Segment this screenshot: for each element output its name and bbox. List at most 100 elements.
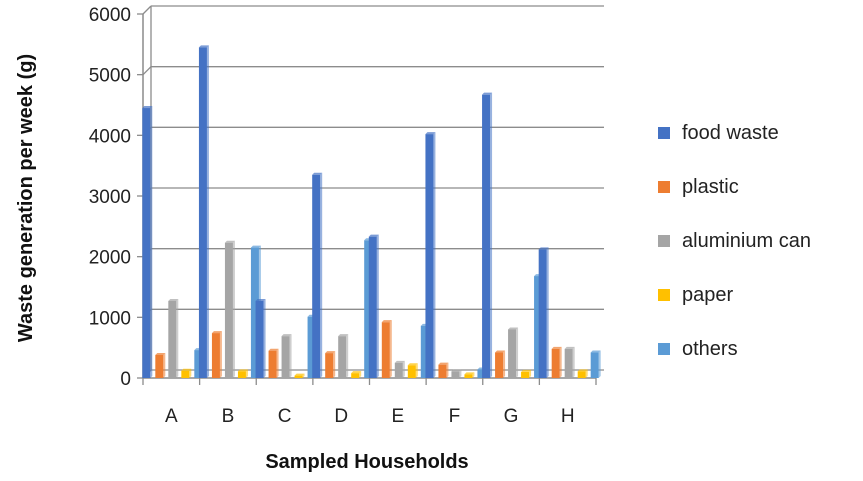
legend-item-paper: paper — [658, 284, 733, 306]
bar-B-plastic — [211, 331, 222, 378]
bar-front — [368, 236, 377, 378]
x-axis-title: Sampled Households — [265, 451, 468, 473]
bar-top — [142, 106, 153, 109]
bar-front — [351, 373, 360, 378]
bar-front — [590, 352, 599, 378]
bar-G-paper — [521, 369, 532, 378]
bar-front — [551, 348, 560, 378]
bar-B-aluminium-can — [224, 240, 235, 378]
bar-top — [508, 327, 519, 330]
bar-side — [150, 106, 153, 379]
x-tick-label-D: D — [334, 406, 348, 427]
bar-front — [464, 374, 473, 378]
bar-G-plastic — [495, 350, 506, 378]
bar-top — [368, 234, 379, 237]
bar-front — [325, 353, 334, 378]
legend-item-plastic: plastic — [658, 176, 739, 198]
bar-side — [459, 369, 462, 378]
bar-H-food-waste — [538, 247, 549, 378]
bar-G-aluminium-can — [508, 327, 519, 378]
bar-front — [307, 316, 316, 378]
bar-top — [268, 348, 279, 351]
bar-H-plastic — [551, 346, 562, 378]
bar-D-paper — [351, 371, 362, 378]
bar-top — [168, 298, 179, 301]
x-tick-label-A: A — [165, 406, 178, 427]
bar-top — [338, 334, 349, 337]
y-tick-label-6000: 6000 — [89, 5, 131, 26]
legend-swatch — [658, 181, 670, 193]
x-tick-label-E: E — [391, 406, 404, 427]
bar-side — [559, 346, 562, 378]
bar-front — [237, 371, 246, 378]
bar-B-paper — [237, 369, 248, 378]
bar-front — [577, 371, 586, 378]
bar-front — [250, 247, 259, 378]
bar-top — [538, 247, 549, 250]
bar-top — [425, 132, 436, 135]
bar-front — [451, 371, 460, 378]
bar-H-paper — [577, 369, 588, 378]
legend-label: aluminium can — [682, 230, 811, 252]
bar-side — [163, 352, 166, 378]
bar-front — [495, 352, 504, 378]
x-tick-label-B: B — [222, 406, 235, 427]
bar-top — [198, 45, 209, 48]
bars — [142, 45, 601, 379]
bar-side — [206, 45, 209, 378]
bar-top — [438, 362, 449, 365]
bar-side — [446, 362, 449, 378]
bar-top — [407, 363, 418, 366]
bar-C-food-waste — [255, 298, 266, 378]
bar-top — [294, 373, 305, 376]
bar-top — [281, 334, 292, 337]
bar-front — [224, 242, 233, 378]
bar-top — [312, 172, 323, 175]
bar-front — [198, 47, 207, 378]
bar-front — [294, 375, 303, 378]
y-tick-label-3000: 3000 — [89, 187, 131, 208]
bar-side — [232, 240, 235, 378]
x-tick-labels: A B C D E F G H — [165, 406, 575, 427]
bar-E-aluminium-can — [394, 360, 405, 378]
bar-side — [433, 132, 436, 378]
legend-swatch — [658, 235, 670, 247]
y-tick-label-0: 0 — [120, 369, 131, 390]
legend-item-food-waste: food waste — [658, 122, 779, 144]
bar-A-paper — [181, 368, 192, 378]
bar-front — [538, 249, 547, 378]
bar-E-food-waste — [368, 234, 379, 378]
bar-side — [516, 327, 519, 378]
gridline-connector-6000 — [142, 5, 152, 15]
bar-front — [564, 348, 573, 378]
bar-front — [534, 276, 543, 378]
bar-B-food-waste — [198, 45, 209, 378]
bar-front — [181, 370, 190, 378]
bar-front — [338, 336, 347, 378]
bar-side — [263, 298, 266, 378]
bar-F-aluminium-can — [451, 369, 462, 378]
gridline-connector-5000 — [142, 66, 152, 76]
bar-top — [451, 369, 462, 372]
bar-front — [521, 371, 530, 378]
bar-side — [359, 371, 362, 378]
bar-side — [572, 346, 575, 378]
bar-front — [281, 336, 290, 378]
legend-label: plastic — [682, 176, 739, 198]
bar-front — [194, 350, 203, 378]
bar-top — [181, 368, 192, 371]
bar-D-plastic — [325, 351, 336, 378]
bar-side — [176, 298, 179, 378]
x-tick-label-H: H — [561, 406, 575, 427]
bar-top — [155, 352, 166, 355]
bar-side — [503, 350, 506, 378]
bar-front — [142, 108, 151, 379]
bar-side — [302, 373, 305, 378]
bar-top — [255, 298, 266, 301]
bar-C-aluminium-can — [281, 334, 292, 378]
legend-item-others: others — [658, 338, 738, 360]
bar-front — [255, 300, 264, 378]
bar-side — [276, 348, 279, 378]
bar-front — [155, 354, 164, 378]
